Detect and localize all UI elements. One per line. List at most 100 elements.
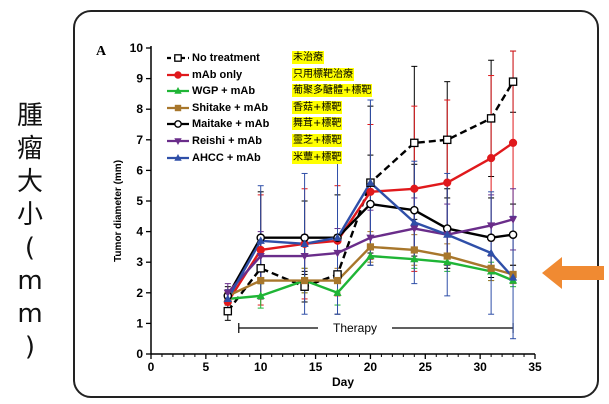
figure-frame — [73, 10, 599, 398]
legend-chinese-label: 只用標靶治療 — [292, 67, 354, 81]
x-tick-label: 5 — [203, 360, 210, 374]
legend-swatch — [167, 87, 189, 94]
side-label-char: 瘤 — [16, 134, 43, 164]
data-point — [410, 205, 419, 215]
side-label-char: ) — [24, 332, 36, 362]
legend-chinese-label: 米蕈+標靶 — [292, 150, 343, 164]
y-tick-label: 8 — [136, 102, 143, 116]
data-point — [333, 276, 342, 285]
y-tick-label: 4 — [136, 225, 143, 239]
data-point — [174, 120, 182, 129]
data-point — [333, 288, 342, 296]
orange-arrow-icon — [542, 257, 604, 289]
data-point — [486, 114, 496, 123]
data-point — [443, 178, 452, 187]
y-tick-label: 7 — [136, 133, 143, 147]
legend-label: Maitake + mAb — [192, 118, 270, 131]
data-point — [223, 306, 233, 316]
data-point — [487, 222, 496, 230]
data-point — [443, 252, 451, 260]
data-point — [300, 252, 309, 261]
legend-swatch — [167, 120, 189, 129]
series-points-6 — [223, 178, 518, 303]
y-tick-label: 3 — [136, 255, 143, 269]
data-point — [508, 273, 518, 281]
legend-label: No treatment — [192, 52, 260, 64]
x-axis-title: Day — [332, 375, 354, 389]
legend-chinese-label: 未治療 — [292, 51, 324, 64]
data-point — [174, 104, 182, 111]
data-point — [487, 264, 495, 272]
data-point — [301, 276, 309, 285]
legend-chinese-label: 香菇+標靶 — [292, 100, 343, 114]
data-point — [223, 289, 232, 298]
x-tick-label: 10 — [254, 360, 268, 374]
side-label-char: 大 — [16, 167, 43, 197]
legend-label: Reishi + mAb — [192, 134, 262, 147]
legend-chinese-label: 舞茸+標靶 — [292, 117, 343, 131]
data-point — [487, 154, 496, 163]
data-point — [366, 234, 375, 243]
legend-swatch — [167, 54, 189, 62]
data-point — [256, 245, 265, 255]
data-point — [366, 178, 375, 186]
data-point — [257, 276, 265, 285]
x-tick-label: 20 — [364, 360, 378, 374]
data-point — [366, 243, 375, 251]
data-point — [508, 216, 518, 224]
data-point — [174, 138, 182, 145]
side-label-char: m — [17, 266, 43, 296]
data-point — [410, 184, 419, 193]
data-point — [333, 233, 342, 241]
data-point — [174, 153, 182, 161]
legend-chinese-label: 葡聚多醣體+標靶 — [292, 84, 373, 98]
legend-swatch — [167, 153, 189, 161]
data-point — [256, 291, 265, 299]
legend-swatch — [167, 104, 189, 111]
legend-swatch — [167, 70, 189, 79]
error-bars-6 — [224, 99, 517, 340]
x-tick-label: 35 — [528, 360, 542, 374]
y-axis-chinese-label: 腫瘤大小(m m) — [12, 100, 48, 364]
legend-label: WGP + mAb — [192, 85, 256, 98]
data-point — [256, 264, 265, 273]
data-point — [410, 138, 419, 148]
legend-label: mAb only — [192, 68, 243, 81]
data-point — [410, 246, 418, 254]
legend-chinese-label: 靈芝+標靶 — [292, 133, 343, 147]
panel-label: A — [96, 44, 107, 59]
side-label-char: 小 — [16, 200, 43, 230]
data-point — [410, 254, 419, 263]
data-point — [443, 230, 452, 238]
data-point — [256, 236, 265, 244]
data-point — [174, 54, 182, 62]
y-tick-label: 1 — [136, 316, 143, 330]
y-tick-label: 6 — [136, 163, 143, 177]
data-point — [486, 233, 496, 243]
data-point — [333, 249, 342, 258]
side-label-char: m — [17, 299, 43, 329]
data-point — [508, 230, 518, 239]
data-point — [174, 87, 182, 94]
data-point — [442, 135, 452, 145]
side-label-char: ( — [24, 233, 36, 263]
legend-swatch — [167, 138, 189, 145]
data-point — [223, 294, 232, 303]
data-point — [410, 225, 419, 233]
x-tick-label: 25 — [419, 360, 433, 374]
x-tick-label: 0 — [148, 360, 155, 374]
data-point — [300, 239, 309, 247]
y-tick-label: 10 — [130, 41, 144, 55]
series-points-5 — [223, 216, 518, 298]
data-point — [366, 199, 375, 209]
data-point — [256, 252, 265, 261]
data-point — [366, 251, 375, 260]
data-point — [366, 187, 375, 196]
x-tick-label: 15 — [309, 360, 323, 374]
therapy-label: Therapy — [333, 321, 377, 335]
y-axis-title: Tumor diameter (mm) — [113, 160, 124, 262]
data-point — [487, 248, 496, 257]
data-point — [508, 77, 518, 86]
y-tick-label: 2 — [136, 286, 143, 300]
